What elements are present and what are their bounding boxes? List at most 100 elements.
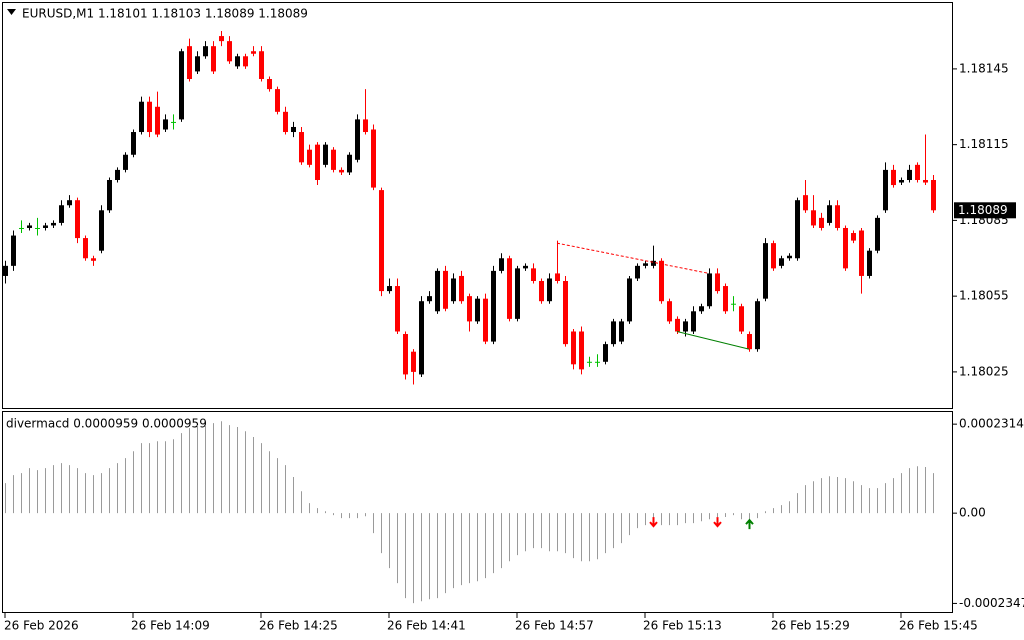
candle-body [843,227,848,269]
candle-body [387,286,392,292]
candle-body [259,51,264,80]
candle-body [3,265,8,276]
candle-body [683,321,688,332]
y-tick-label: 1.18145 [959,61,1009,75]
last-price-label: 1.18089 [958,203,1008,217]
candle-body [563,280,568,345]
candle-body [619,321,624,342]
candle-body [451,278,456,302]
candle-body [899,179,904,183]
candle-body [443,270,448,309]
candle-body [291,126,296,133]
candle-body [251,51,256,54]
candle-body [123,154,128,170]
candle-body [587,361,592,363]
candle-body [171,121,176,123]
x-tick-label: 26 Feb 15:13 [643,619,722,633]
y-tick-label: 0.0002314 [959,417,1024,431]
candle-body [755,301,760,350]
candle-body [731,303,736,305]
candle-body [715,273,720,292]
x-tick-label: 26 Feb 14:57 [515,619,594,633]
x-tick-label: 26 Feb 14:41 [387,619,466,633]
candle-body [491,270,496,342]
y-tick-label: 0.00 [959,506,986,520]
y-tick-label: 1.18025 [959,364,1009,378]
candle-body [659,260,664,302]
candle-body [771,243,776,269]
candle-body [115,169,120,180]
candle-body [763,243,768,299]
candle-body [835,205,840,228]
x-tick-label: 26 Feb 15:29 [771,619,850,633]
y-tick-label: 1.18115 [959,137,1009,151]
candle-body [531,268,536,281]
x-tick-label: 26 Feb 15:45 [899,619,978,633]
candle-body [139,101,144,133]
candle-body [675,318,680,332]
candle-body [75,200,80,239]
y-tick-label: -0.0002347 [959,596,1024,610]
candle-body [331,149,336,170]
candle-body [227,41,232,62]
candle-body [339,169,344,173]
candle-body [83,238,88,259]
candle-body [803,195,808,211]
x-tick-label: 26 Feb 2026 [4,619,79,633]
candle-body [131,132,136,155]
candle-body [699,306,704,312]
divergence-line [556,242,710,274]
candle-body [507,258,512,319]
candle-body [667,301,672,322]
candle-body [475,298,480,322]
candle-body [787,255,792,259]
last-price-box [954,202,1016,219]
candle-body [875,217,880,251]
candle-body [915,164,920,180]
candle-body [571,331,576,365]
candle-body [779,258,784,266]
candle-body [611,321,616,345]
candle-body [11,235,16,266]
candle-body [307,149,312,165]
x-tick-label: 26 Feb 14:09 [131,619,210,633]
candle-body [347,154,352,173]
candle-body [435,270,440,312]
candle-body [107,179,112,211]
candle-body [67,200,72,206]
candle-body [323,144,328,165]
candle-body [187,46,192,80]
candle-body [195,56,200,72]
candle-body [275,89,280,112]
candle-body [595,361,600,363]
candle-body [363,119,368,133]
candle-body [427,296,432,302]
candle-body [99,210,104,251]
candle-body [651,260,656,266]
candle-body [467,296,472,322]
candle-body [283,111,288,133]
candle-body [795,200,800,259]
candle-body [907,169,912,180]
candle-body [483,298,488,342]
divergence-line [676,331,750,350]
main-panel [2,2,953,409]
candle-body [923,179,928,183]
y-tick-label: 1.18055 [959,289,1009,303]
x-tick-label: 26 Feb 14:25 [259,619,338,633]
candle-body [219,36,224,42]
candle-body [739,306,744,332]
candle-body [19,227,24,229]
candle-body [859,230,864,276]
candle-body [851,233,856,241]
candle-body [355,119,360,160]
candle-body [299,132,304,163]
candle-body [243,56,248,67]
candle-body [635,265,640,279]
candle-body [603,344,608,362]
candle-body [379,190,384,292]
candle-body [931,179,936,211]
candle-body [643,263,648,266]
